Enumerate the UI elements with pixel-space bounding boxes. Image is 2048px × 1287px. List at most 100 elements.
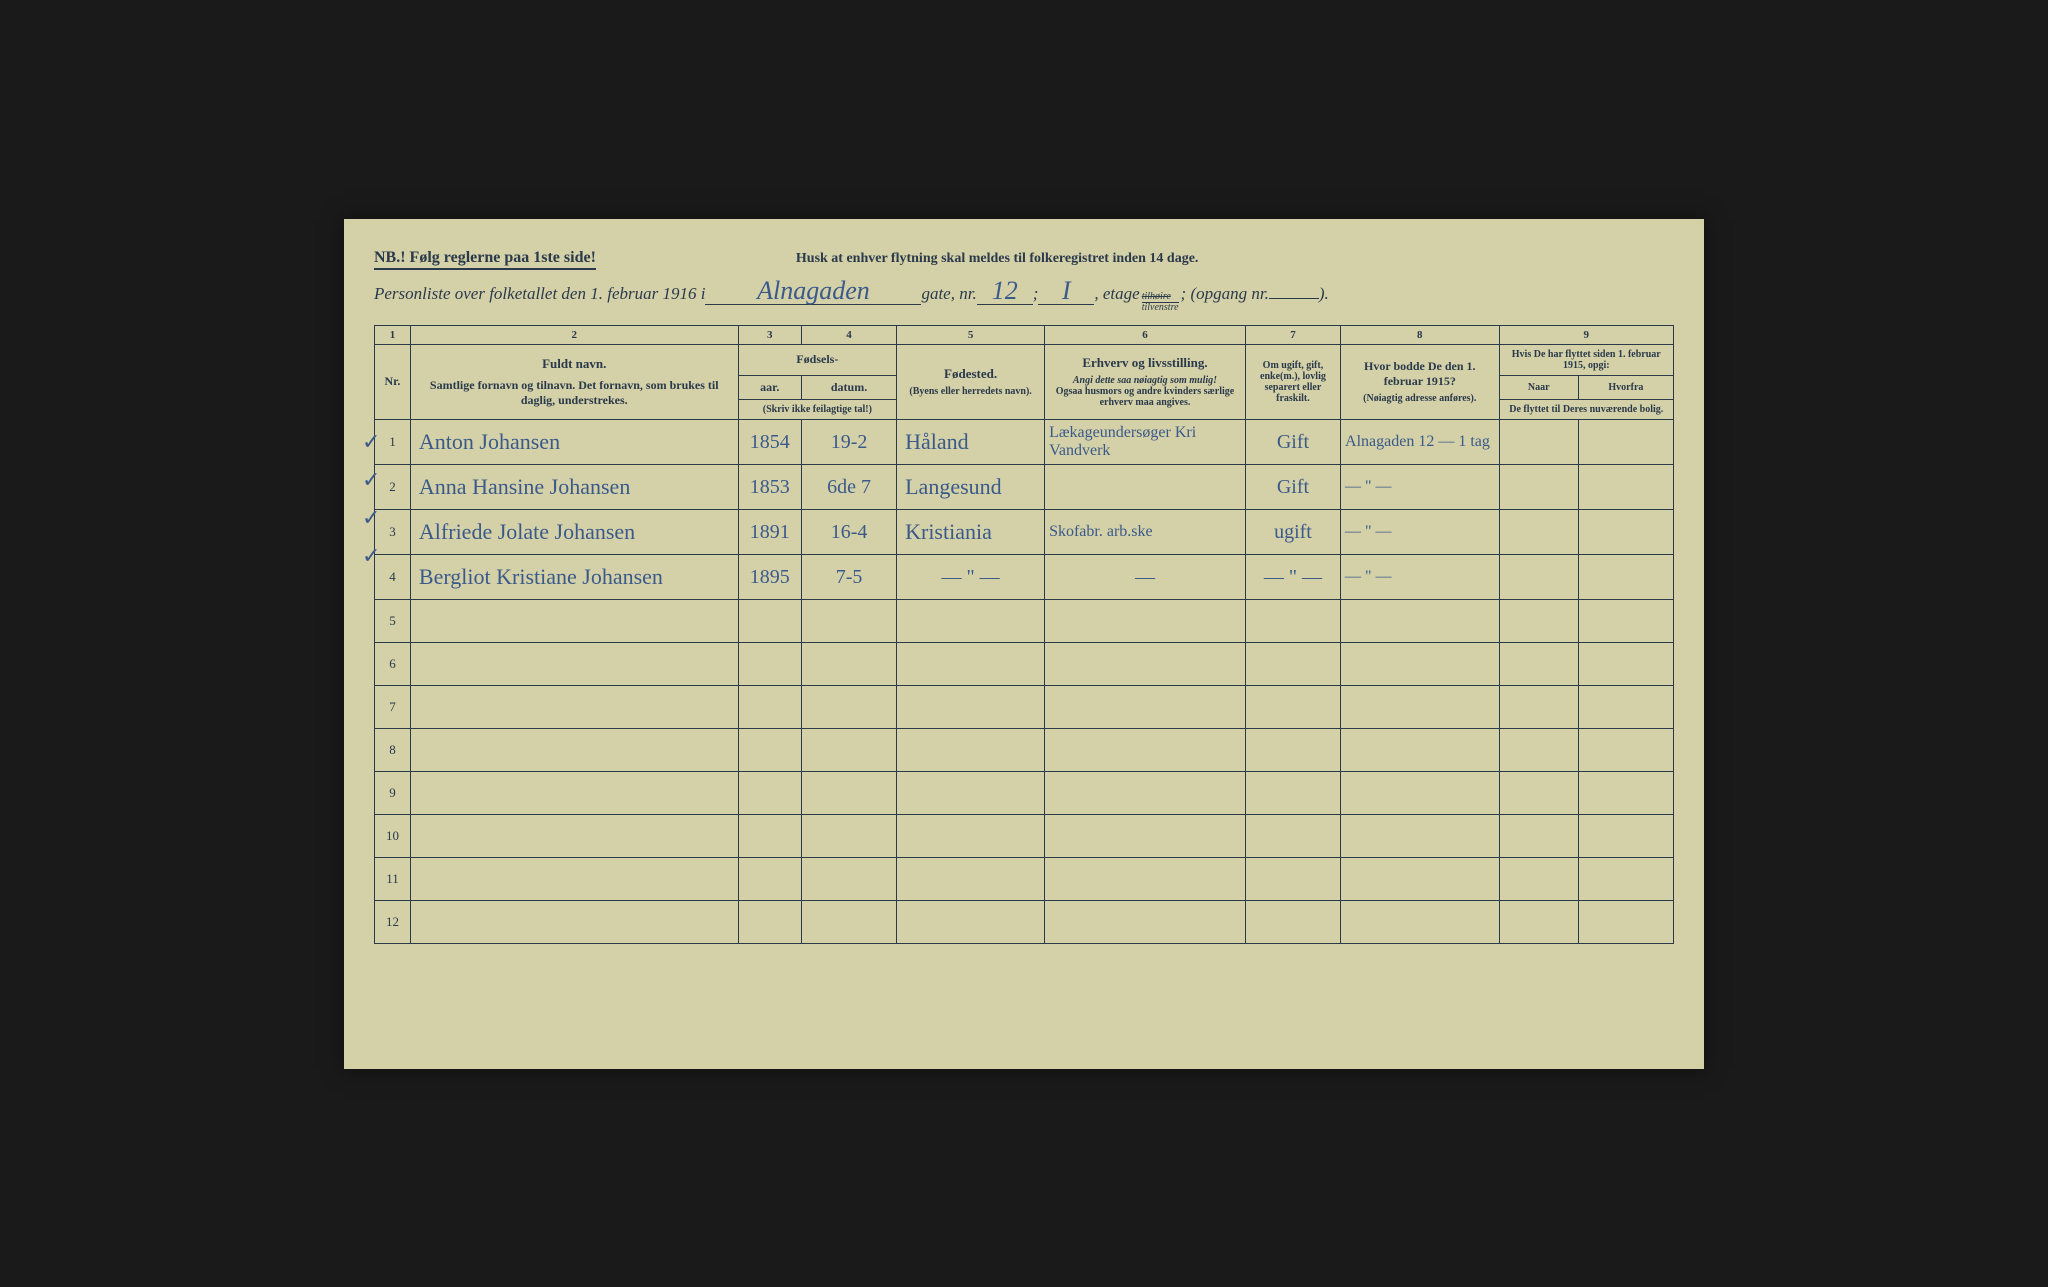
colnum-3: 3 xyxy=(738,325,801,344)
cell-fodested: — " — xyxy=(897,554,1045,599)
cell-fodested: Håland xyxy=(897,419,1045,464)
cell-nr: 11 xyxy=(375,857,411,900)
check-icon: ✓ xyxy=(362,429,380,455)
cell-naar xyxy=(1499,464,1578,509)
hdr-hvorfra: Hvorfra xyxy=(1578,375,1673,399)
cell-civil: Gift xyxy=(1245,464,1340,509)
cell-aar: 1853 xyxy=(738,464,801,509)
cell-erhverv: Lækageundersøger Kri Vandverk xyxy=(1045,419,1246,464)
table-row: 1 Anton Johansen 1854 19-2 Håland Lækage… xyxy=(375,419,1674,464)
header-row-1: NB.! Følg reglerne paa 1ste side! Husk a… xyxy=(374,249,1674,270)
header-row-2: Personliste over folketallet den 1. febr… xyxy=(374,278,1674,313)
cell-civil: Gift xyxy=(1245,419,1340,464)
table-row-empty: 8 xyxy=(375,728,1674,771)
cell-bodde: — " — xyxy=(1341,554,1500,599)
husk-reminder: Husk at enhver flytning skal meldes til … xyxy=(796,251,1199,267)
hdr-erhverv: Erhverv og livsstilling. Angi dette saa … xyxy=(1045,344,1246,419)
hdr-flyttet-sub: De flyttet til Deres nuværende bolig. xyxy=(1499,399,1673,419)
etage-number: I xyxy=(1038,278,1094,305)
cell-nr: 10 xyxy=(375,814,411,857)
census-table: 1 2 3 4 5 6 7 8 9 Nr. Fuldt navn. Samtli… xyxy=(374,325,1674,944)
hdr-aar: aar. xyxy=(738,375,801,399)
gate-number: 12 xyxy=(977,278,1033,305)
colnum-2: 2 xyxy=(410,325,738,344)
cell-nr: 9 xyxy=(375,771,411,814)
etage-label: , etage xyxy=(1094,284,1139,304)
table-row-empty: 7 xyxy=(375,685,1674,728)
cell-hvorfra xyxy=(1578,509,1673,554)
check-icon: ✓ xyxy=(362,467,380,493)
cell-naar xyxy=(1499,554,1578,599)
tilvenstre: tilvenstre xyxy=(1142,303,1179,313)
gate-label: gate, nr. xyxy=(921,284,976,304)
cell-bodde: — " — xyxy=(1341,464,1500,509)
table-row-empty: 9 xyxy=(375,771,1674,814)
cell-navn: Anna Hansine Johansen xyxy=(410,464,738,509)
table-row: 3 Alfriede Jolate Johansen 1891 16-4 Kri… xyxy=(375,509,1674,554)
cell-navn: Bergliot Kristiane Johansen xyxy=(410,554,738,599)
cell-fodested: Langesund xyxy=(897,464,1045,509)
hdr-flyttet: Hvis De har flyttet siden 1. februar 191… xyxy=(1499,344,1673,375)
cell-aar: 1891 xyxy=(738,509,801,554)
side-indicator: tilhøire tilvenstre xyxy=(1142,292,1179,313)
header-row-main: Nr. Fuldt navn. Samtlige fornavn og tiln… xyxy=(375,344,1674,375)
hdr-civil: Om ugift, gift, enke(m.), lovlig separer… xyxy=(1245,344,1340,419)
cell-erhverv xyxy=(1045,464,1246,509)
cell-hvorfra xyxy=(1578,419,1673,464)
cell-naar xyxy=(1499,419,1578,464)
street-name: Alnagaden xyxy=(705,278,921,305)
colnum-4: 4 xyxy=(801,325,896,344)
cell-naar xyxy=(1499,509,1578,554)
cell-nr: 12 xyxy=(375,900,411,943)
cell-datum: 6de 7 xyxy=(801,464,896,509)
table-row-empty: 11 xyxy=(375,857,1674,900)
colnum-7: 7 xyxy=(1245,325,1340,344)
cell-fodested: Kristiania xyxy=(897,509,1045,554)
hdr-bodde: Hvor bodde De den 1. februar 1915? (Nøia… xyxy=(1341,344,1500,419)
check-icon: ✓ xyxy=(362,505,380,531)
colnum-9: 9 xyxy=(1499,325,1673,344)
opgang-prefix: ; (opgang nr. xyxy=(1181,284,1269,304)
table-row-empty: 6 xyxy=(375,642,1674,685)
colnum-6: 6 xyxy=(1045,325,1246,344)
cell-navn: Alfriede Jolate Johansen xyxy=(410,509,738,554)
cell-bodde: Alnagaden 12 — 1 tag xyxy=(1341,419,1500,464)
cell-aar: 1895 xyxy=(738,554,801,599)
hdr-fodested: Fødested. (Byens eller herredets navn). xyxy=(897,344,1045,419)
nb-warning: NB.! Følg reglerne paa 1ste side! xyxy=(374,249,596,270)
table-row: 4 Bergliot Kristiane Johansen 1895 7-5 —… xyxy=(375,554,1674,599)
hdr-fodsels: Fødsels- xyxy=(738,344,897,375)
cell-datum: 19-2 xyxy=(801,419,896,464)
column-number-row: 1 2 3 4 5 6 7 8 9 xyxy=(375,325,1674,344)
census-form-page: NB.! Følg reglerne paa 1ste side! Husk a… xyxy=(344,219,1704,1069)
colnum-1: 1 xyxy=(375,325,411,344)
cell-nr: 8 xyxy=(375,728,411,771)
hdr-navn: Fuldt navn. Samtlige fornavn og tilnavn.… xyxy=(410,344,738,419)
cell-hvorfra xyxy=(1578,464,1673,509)
cell-nr: 6 xyxy=(375,642,411,685)
cell-navn: Anton Johansen xyxy=(410,419,738,464)
table-row: 2 Anna Hansine Johansen 1853 6de 7 Lange… xyxy=(375,464,1674,509)
hdr-nr: Nr. xyxy=(375,344,411,419)
colnum-5: 5 xyxy=(897,325,1045,344)
cell-erhverv: — xyxy=(1045,554,1246,599)
cell-datum: 16-4 xyxy=(801,509,896,554)
cell-nr: 7 xyxy=(375,685,411,728)
cell-datum: 7-5 xyxy=(801,554,896,599)
check-icon: ✓ xyxy=(362,543,380,569)
table-row-empty: 12 xyxy=(375,900,1674,943)
opgang-suffix: ). xyxy=(1319,284,1329,304)
cell-erhverv: Skofabr. arb.ske xyxy=(1045,509,1246,554)
table-row-empty: 5 xyxy=(375,599,1674,642)
tilhoire: tilhøire xyxy=(1142,292,1179,303)
cell-aar: 1854 xyxy=(738,419,801,464)
hdr-datum: datum. xyxy=(801,375,896,399)
cell-civil: ugift xyxy=(1245,509,1340,554)
hdr-aar-note: (Skriv ikke feilagtige tal!) xyxy=(738,399,897,419)
opgang-blank xyxy=(1269,282,1319,299)
cell-civil: — " — xyxy=(1245,554,1340,599)
table-row-empty: 10 xyxy=(375,814,1674,857)
cell-bodde: — " — xyxy=(1341,509,1500,554)
hdr-naar: Naar xyxy=(1499,375,1578,399)
personliste-label: Personliste over folketallet den 1. febr… xyxy=(374,284,705,304)
